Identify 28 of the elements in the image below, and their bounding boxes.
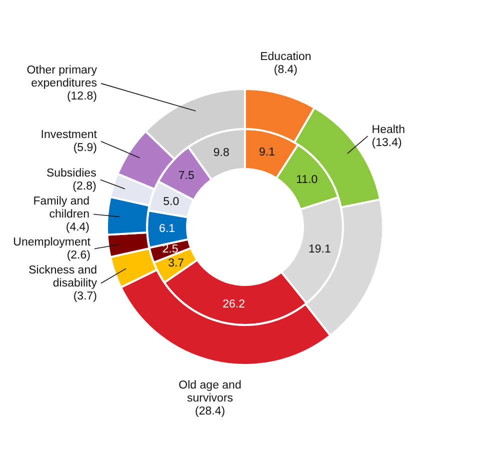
- slice-label: Investment: [40, 129, 98, 142]
- data-label: (12.8): [66, 90, 98, 103]
- data-label: 19.1: [308, 244, 331, 256]
- data-label: 9.8: [213, 146, 230, 159]
- data-label: (2.8): [72, 180, 96, 192]
- data-label: (28.4): [194, 406, 226, 418]
- data-label: 11.0: [296, 174, 318, 186]
- slice-label: Unemployment: [13, 236, 92, 248]
- data-label: (2.6): [66, 249, 91, 262]
- slice-label: Health: [372, 124, 406, 136]
- data-label: 2.5: [162, 244, 178, 256]
- data-label: (4.4): [66, 221, 90, 234]
- data-label: (3.7): [73, 290, 98, 302]
- slice-label: Old age and survivors: [178, 380, 242, 405]
- data-label: (5.9): [73, 142, 98, 154]
- slice-label: Family and children: [33, 195, 90, 220]
- data-label: 9.1: [258, 146, 275, 158]
- data-label: 7.5: [178, 170, 194, 182]
- data-label: (13.4): [372, 136, 402, 149]
- data-label: 6.1: [159, 222, 176, 235]
- slice-label: Sickness and disability: [28, 264, 98, 290]
- data-label: 5.0: [163, 196, 180, 208]
- slice-label: Other primary expenditures: [26, 64, 98, 90]
- data-label: (8.4): [274, 64, 298, 76]
- data-label: 3.7: [168, 258, 184, 270]
- data-label: 26.2: [222, 298, 245, 310]
- slice-label: Education: [260, 51, 312, 64]
- slice-label: Subsidies: [46, 167, 97, 180]
